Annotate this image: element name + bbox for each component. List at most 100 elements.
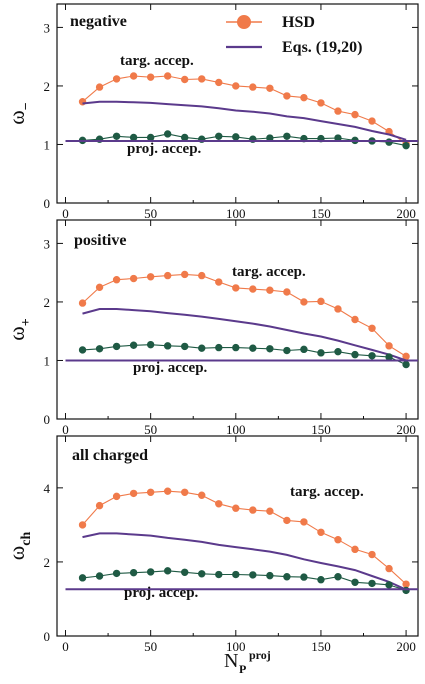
y-axis-label-main: ω xyxy=(4,110,29,124)
data-point xyxy=(300,518,308,526)
x-tick-label: 150 xyxy=(311,639,331,654)
x-axis-label-sup: proj xyxy=(249,648,271,662)
legend-eqs-label: Eqs. (19,20) xyxy=(282,39,362,56)
data-point xyxy=(300,298,308,306)
data-point xyxy=(402,586,410,595)
data-point xyxy=(249,83,257,91)
data-point xyxy=(78,574,87,582)
data-point xyxy=(95,83,104,91)
data-point xyxy=(283,288,291,296)
data-point xyxy=(249,571,257,579)
data-point xyxy=(146,133,155,142)
series-line xyxy=(82,100,407,141)
data-point xyxy=(266,286,274,294)
x-tick-label: 100 xyxy=(226,206,246,221)
plot-frame xyxy=(56,435,419,637)
data-point xyxy=(249,285,257,293)
y-tick-label: 3 xyxy=(44,236,51,251)
panel-title: all charged xyxy=(72,447,148,464)
series-line xyxy=(82,308,407,362)
y-axis-label: ω+ xyxy=(4,318,34,340)
data-point xyxy=(334,305,342,313)
y-tick-label: 0 xyxy=(44,412,51,427)
data-point xyxy=(283,346,291,355)
data-point xyxy=(232,133,240,141)
x-tick-label: 50 xyxy=(144,639,157,654)
legend-hsd-label: HSD xyxy=(282,14,315,31)
data-point xyxy=(283,516,291,525)
data-point xyxy=(181,75,189,84)
data-point xyxy=(368,324,376,332)
data-point xyxy=(112,276,121,284)
data-point xyxy=(232,504,240,512)
y-tick-label: 4 xyxy=(44,481,51,496)
data-point xyxy=(368,352,376,360)
panel-title: positive xyxy=(74,232,126,249)
data-point xyxy=(181,568,189,576)
target-acceptance-label: targ. accep. xyxy=(290,484,364,500)
data-point xyxy=(181,342,189,351)
data-point xyxy=(198,271,206,280)
data-point xyxy=(112,342,121,351)
legend: HSD Eqs. (19,20) xyxy=(226,14,362,56)
data-point xyxy=(163,271,172,280)
data-point xyxy=(129,274,138,283)
plot-frame xyxy=(56,3,419,204)
data-point xyxy=(198,570,206,578)
legend-hsd-marker xyxy=(237,15,251,29)
series-line xyxy=(82,532,407,591)
data-point xyxy=(129,568,138,577)
data-point xyxy=(368,117,376,125)
data-point xyxy=(95,345,104,353)
data-point xyxy=(146,340,155,349)
x-tick-label: 0 xyxy=(62,422,69,437)
data-point xyxy=(351,350,359,359)
data-point xyxy=(112,492,121,501)
projectile-acceptance-label: proj. accep. xyxy=(124,585,199,601)
data-point xyxy=(181,133,189,142)
data-point xyxy=(129,72,138,80)
chart-panel: 0 50 100 150 200 0 1 2 3 ω+ positive targ. accep. pr… xyxy=(4,219,419,437)
data-point xyxy=(112,75,121,83)
data-point xyxy=(249,506,257,514)
data-point xyxy=(385,564,393,573)
data-point xyxy=(283,132,291,140)
y-tick-label: 1 xyxy=(44,353,51,368)
data-point xyxy=(215,343,223,352)
y-tick-label: 1 xyxy=(44,137,51,152)
data-point xyxy=(385,342,393,350)
data-point xyxy=(266,571,274,580)
x-tick-label: 200 xyxy=(396,206,416,221)
data-point xyxy=(163,72,172,80)
x-axis-label-sub: P xyxy=(239,662,246,676)
data-point xyxy=(351,315,359,324)
data-point xyxy=(283,92,291,100)
y-axis-label-sub: + xyxy=(19,318,34,326)
data-point xyxy=(95,283,104,292)
data-point xyxy=(78,521,87,529)
data-point xyxy=(95,501,104,510)
data-point xyxy=(351,545,359,554)
x-tick-label: 200 xyxy=(396,422,416,437)
data-point xyxy=(266,345,274,353)
data-point xyxy=(215,132,223,140)
data-point xyxy=(163,342,172,350)
x-tick-label: 100 xyxy=(226,639,246,654)
data-point xyxy=(300,93,308,102)
data-point xyxy=(215,278,223,286)
y-axis-label: ωch xyxy=(4,532,34,561)
data-point xyxy=(317,576,325,584)
data-point xyxy=(129,341,138,349)
series-line xyxy=(82,75,407,145)
x-tick-label: 100 xyxy=(226,422,246,437)
data-point xyxy=(300,345,308,354)
y-axis-label-sub: − xyxy=(19,102,34,110)
data-point xyxy=(146,73,155,81)
data-point xyxy=(215,78,223,87)
data-point xyxy=(129,489,138,498)
chart-panel: 0 50 100 150 200 0 2 4 ωch all charged targ. accep… xyxy=(4,435,419,654)
data-point xyxy=(198,491,206,499)
x-tick-label: 200 xyxy=(396,639,416,654)
data-point xyxy=(198,344,206,352)
